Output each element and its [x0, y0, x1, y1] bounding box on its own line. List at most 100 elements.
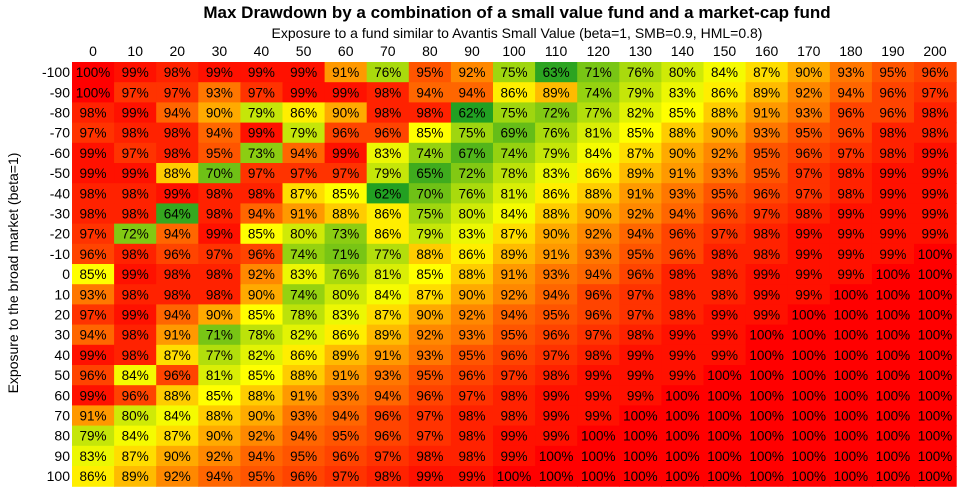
heatmap-cell: [114, 203, 157, 225]
cell-value-label: 94%: [458, 85, 485, 100]
heatmap-cell: [324, 82, 368, 103]
cell-value-label: 96%: [374, 429, 401, 444]
heatmap-cell: [240, 466, 284, 487]
cell-value-label: 89%: [543, 85, 570, 100]
heatmap-cell: [282, 142, 326, 164]
cell-value-label: 100%: [876, 348, 911, 363]
heatmap-cell: [72, 344, 115, 366]
heatmap-cell: [72, 223, 115, 245]
x-tick-label: 0: [89, 43, 97, 59]
heatmap-cell: [72, 466, 115, 487]
cell-value-label: 92%: [711, 146, 738, 161]
heatmap-cell: [577, 102, 620, 124]
heatmap-cell: [72, 183, 115, 204]
cell-value-label: 79%: [290, 126, 317, 141]
heatmap-cell: [240, 445, 284, 467]
cell-value-label: 100%: [792, 388, 827, 403]
cell-value-label: 72%: [458, 166, 485, 181]
heatmap-cell: [787, 284, 831, 305]
cell-value-label: 94%: [248, 207, 275, 222]
cell-value-label: 100%: [665, 469, 700, 484]
heatmap-cell: [408, 243, 452, 265]
cell-value-label: 99%: [753, 267, 780, 282]
heatmap-cell: [871, 102, 915, 124]
cell-value-label: 87%: [164, 429, 191, 444]
heatmap-cell: [366, 324, 410, 346]
cell-value-label: 76%: [543, 126, 570, 141]
cell-value-label: 99%: [122, 106, 149, 121]
heatmap-cell: [493, 203, 536, 225]
y-tick-label: 0: [62, 266, 70, 282]
cell-value-label: 88%: [206, 409, 233, 424]
cell-value-label: 100%: [876, 388, 911, 403]
heatmap-cell: [366, 243, 410, 265]
cell-value-label: 73%: [332, 227, 359, 242]
cell-value-label: 97%: [79, 126, 106, 141]
y-tick-label: 90: [54, 448, 70, 464]
heatmap-cell: [156, 243, 199, 265]
cell-value-label: 100%: [918, 469, 953, 484]
heatmap-cell: [577, 324, 620, 346]
cell-value-label: 98%: [248, 186, 275, 201]
heatmap-cell: [450, 324, 494, 346]
x-tick-label: 120: [587, 43, 611, 59]
cell-value-label: 100%: [792, 449, 827, 464]
y-tick-label: -10: [50, 246, 70, 262]
heatmap-cell: [156, 183, 199, 204]
cell-value-label: 75%: [458, 126, 485, 141]
cell-value-label: 72%: [543, 106, 570, 121]
heatmap-cell: [156, 223, 199, 245]
cell-value-label: 98%: [669, 267, 696, 282]
cell-value-label: 100%: [665, 409, 700, 424]
heatmap-cell: [619, 163, 662, 184]
heatmap-cell: [787, 223, 831, 245]
heatmap-cell: [450, 304, 494, 326]
cell-value-label: 95%: [543, 308, 570, 323]
heatmap-cell: [282, 183, 326, 204]
cell-value-label: 98%: [921, 106, 948, 121]
heatmap-cell: [829, 264, 873, 285]
heatmap-cell: [408, 82, 452, 103]
heatmap-cell: [787, 405, 831, 427]
x-tick-label: 160: [755, 43, 779, 59]
heatmap-cell: [450, 445, 494, 467]
cell-value-label: 98%: [122, 247, 149, 262]
heatmap-cell: [661, 102, 705, 124]
cell-value-label: 96%: [921, 65, 948, 80]
cell-value-label: 100%: [876, 368, 911, 383]
heatmap-cell: [240, 425, 284, 447]
cell-value-label: 100%: [792, 348, 827, 363]
heatmap-cell: [366, 264, 410, 285]
cell-value-label: 98%: [164, 287, 191, 302]
heatmap-cell: [577, 62, 620, 83]
heatmap-cell: [114, 102, 157, 124]
cell-value-label: 99%: [79, 348, 106, 363]
heatmap-cell: [661, 304, 705, 326]
heatmap-cell: [282, 344, 326, 366]
y-tick-label: -20: [50, 226, 70, 242]
heatmap-cell: [745, 445, 789, 467]
cell-value-label: 97%: [711, 227, 738, 242]
cell-value-label: 99%: [79, 388, 106, 403]
cell-value-label: 74%: [290, 287, 317, 302]
cell-value-label: 97%: [458, 388, 485, 403]
cell-value-label: 71%: [332, 247, 359, 262]
heatmap-cell: [871, 122, 915, 144]
cell-value-label: 100%: [834, 388, 869, 403]
cell-value-label: 97%: [921, 85, 948, 100]
heatmap-cell: [366, 203, 410, 225]
heatmap-cell: [493, 324, 536, 346]
cell-value-label: 98%: [753, 227, 780, 242]
heatmap-cell: [914, 445, 957, 467]
heatmap-cell: [72, 425, 115, 447]
cell-value-label: 79%: [416, 227, 443, 242]
cell-value-label: 73%: [248, 146, 275, 161]
cell-value-label: 100%: [665, 449, 700, 464]
cell-value-label: 77%: [585, 106, 612, 121]
cell-value-label: 99%: [921, 146, 948, 161]
cell-value-label: 99%: [627, 368, 654, 383]
cell-value-label: 96%: [669, 227, 696, 242]
heatmap-cell: [703, 304, 747, 326]
cell-value-label: 98%: [206, 267, 233, 282]
heatmap-cell: [829, 445, 873, 467]
